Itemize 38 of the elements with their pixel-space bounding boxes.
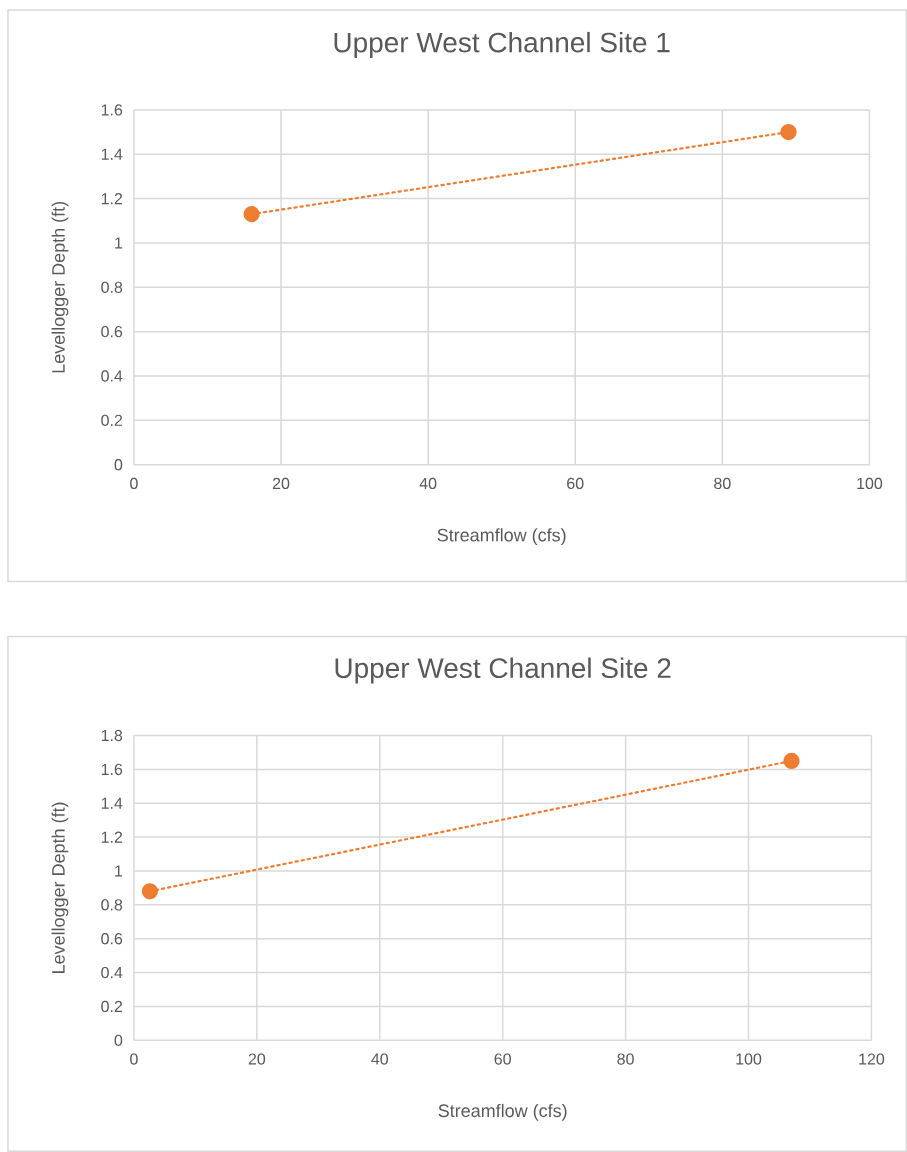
x-tick-label: 20: [248, 1053, 266, 1065]
x-axis-title: Streamflow (cfs): [438, 1103, 567, 1121]
chart-title: Upper West Channel Site 1: [334, 31, 670, 58]
x-tick-label: 60: [494, 1053, 511, 1065]
y-tick-label: 0.4: [101, 370, 123, 382]
x-tick-label: 0: [130, 477, 138, 490]
x-tick-label: 80: [617, 1053, 634, 1065]
y-tick-label: 0.8: [101, 899, 123, 911]
x-tick-label: 100: [857, 477, 883, 490]
x-tick-label: 80: [714, 477, 731, 490]
x-tick-label: 20: [272, 477, 290, 490]
y-tick-label: 1: [115, 865, 122, 877]
y-axis-title: Levellogger Depth (ft): [51, 802, 69, 973]
y-tick-label: 0.6: [101, 933, 123, 945]
x-tick-label: 0: [130, 1053, 138, 1065]
chart-title: Upper West Channel Site 2: [335, 657, 671, 684]
y-tick-label: 1.8: [101, 729, 123, 742]
y-tick-label: 0.6: [101, 325, 123, 338]
y-tick-label: 0.2: [101, 1000, 122, 1013]
x-tick-label: 60: [567, 477, 584, 490]
y-tick-label: 0.4: [101, 966, 123, 979]
y-tick-label: 0: [114, 1034, 123, 1046]
x-axis-title: Streamflow (cfs): [437, 528, 566, 546]
y-tick-label: 0.8: [101, 281, 123, 293]
y-tick-label: 0.2: [101, 414, 122, 426]
y-tick-label: 1.4: [101, 148, 123, 160]
y-axis-title: Levellogger Depth (ft): [51, 201, 69, 373]
y-tick-label: 1.2: [101, 193, 122, 205]
y-tick-label: 1.6: [101, 763, 123, 776]
x-tick-label: 40: [371, 1053, 388, 1065]
y-tick-label: 1.6: [101, 104, 123, 116]
x-tick-label: 120: [859, 1053, 885, 1065]
x-tick-label: 100: [736, 1053, 762, 1065]
y-tick-label: 1: [115, 237, 122, 249]
y-tick-label: 1.4: [101, 797, 123, 809]
x-tick-label: 40: [419, 477, 437, 490]
y-tick-label: 0: [114, 459, 123, 471]
y-tick-label: 1.2: [101, 831, 122, 843]
